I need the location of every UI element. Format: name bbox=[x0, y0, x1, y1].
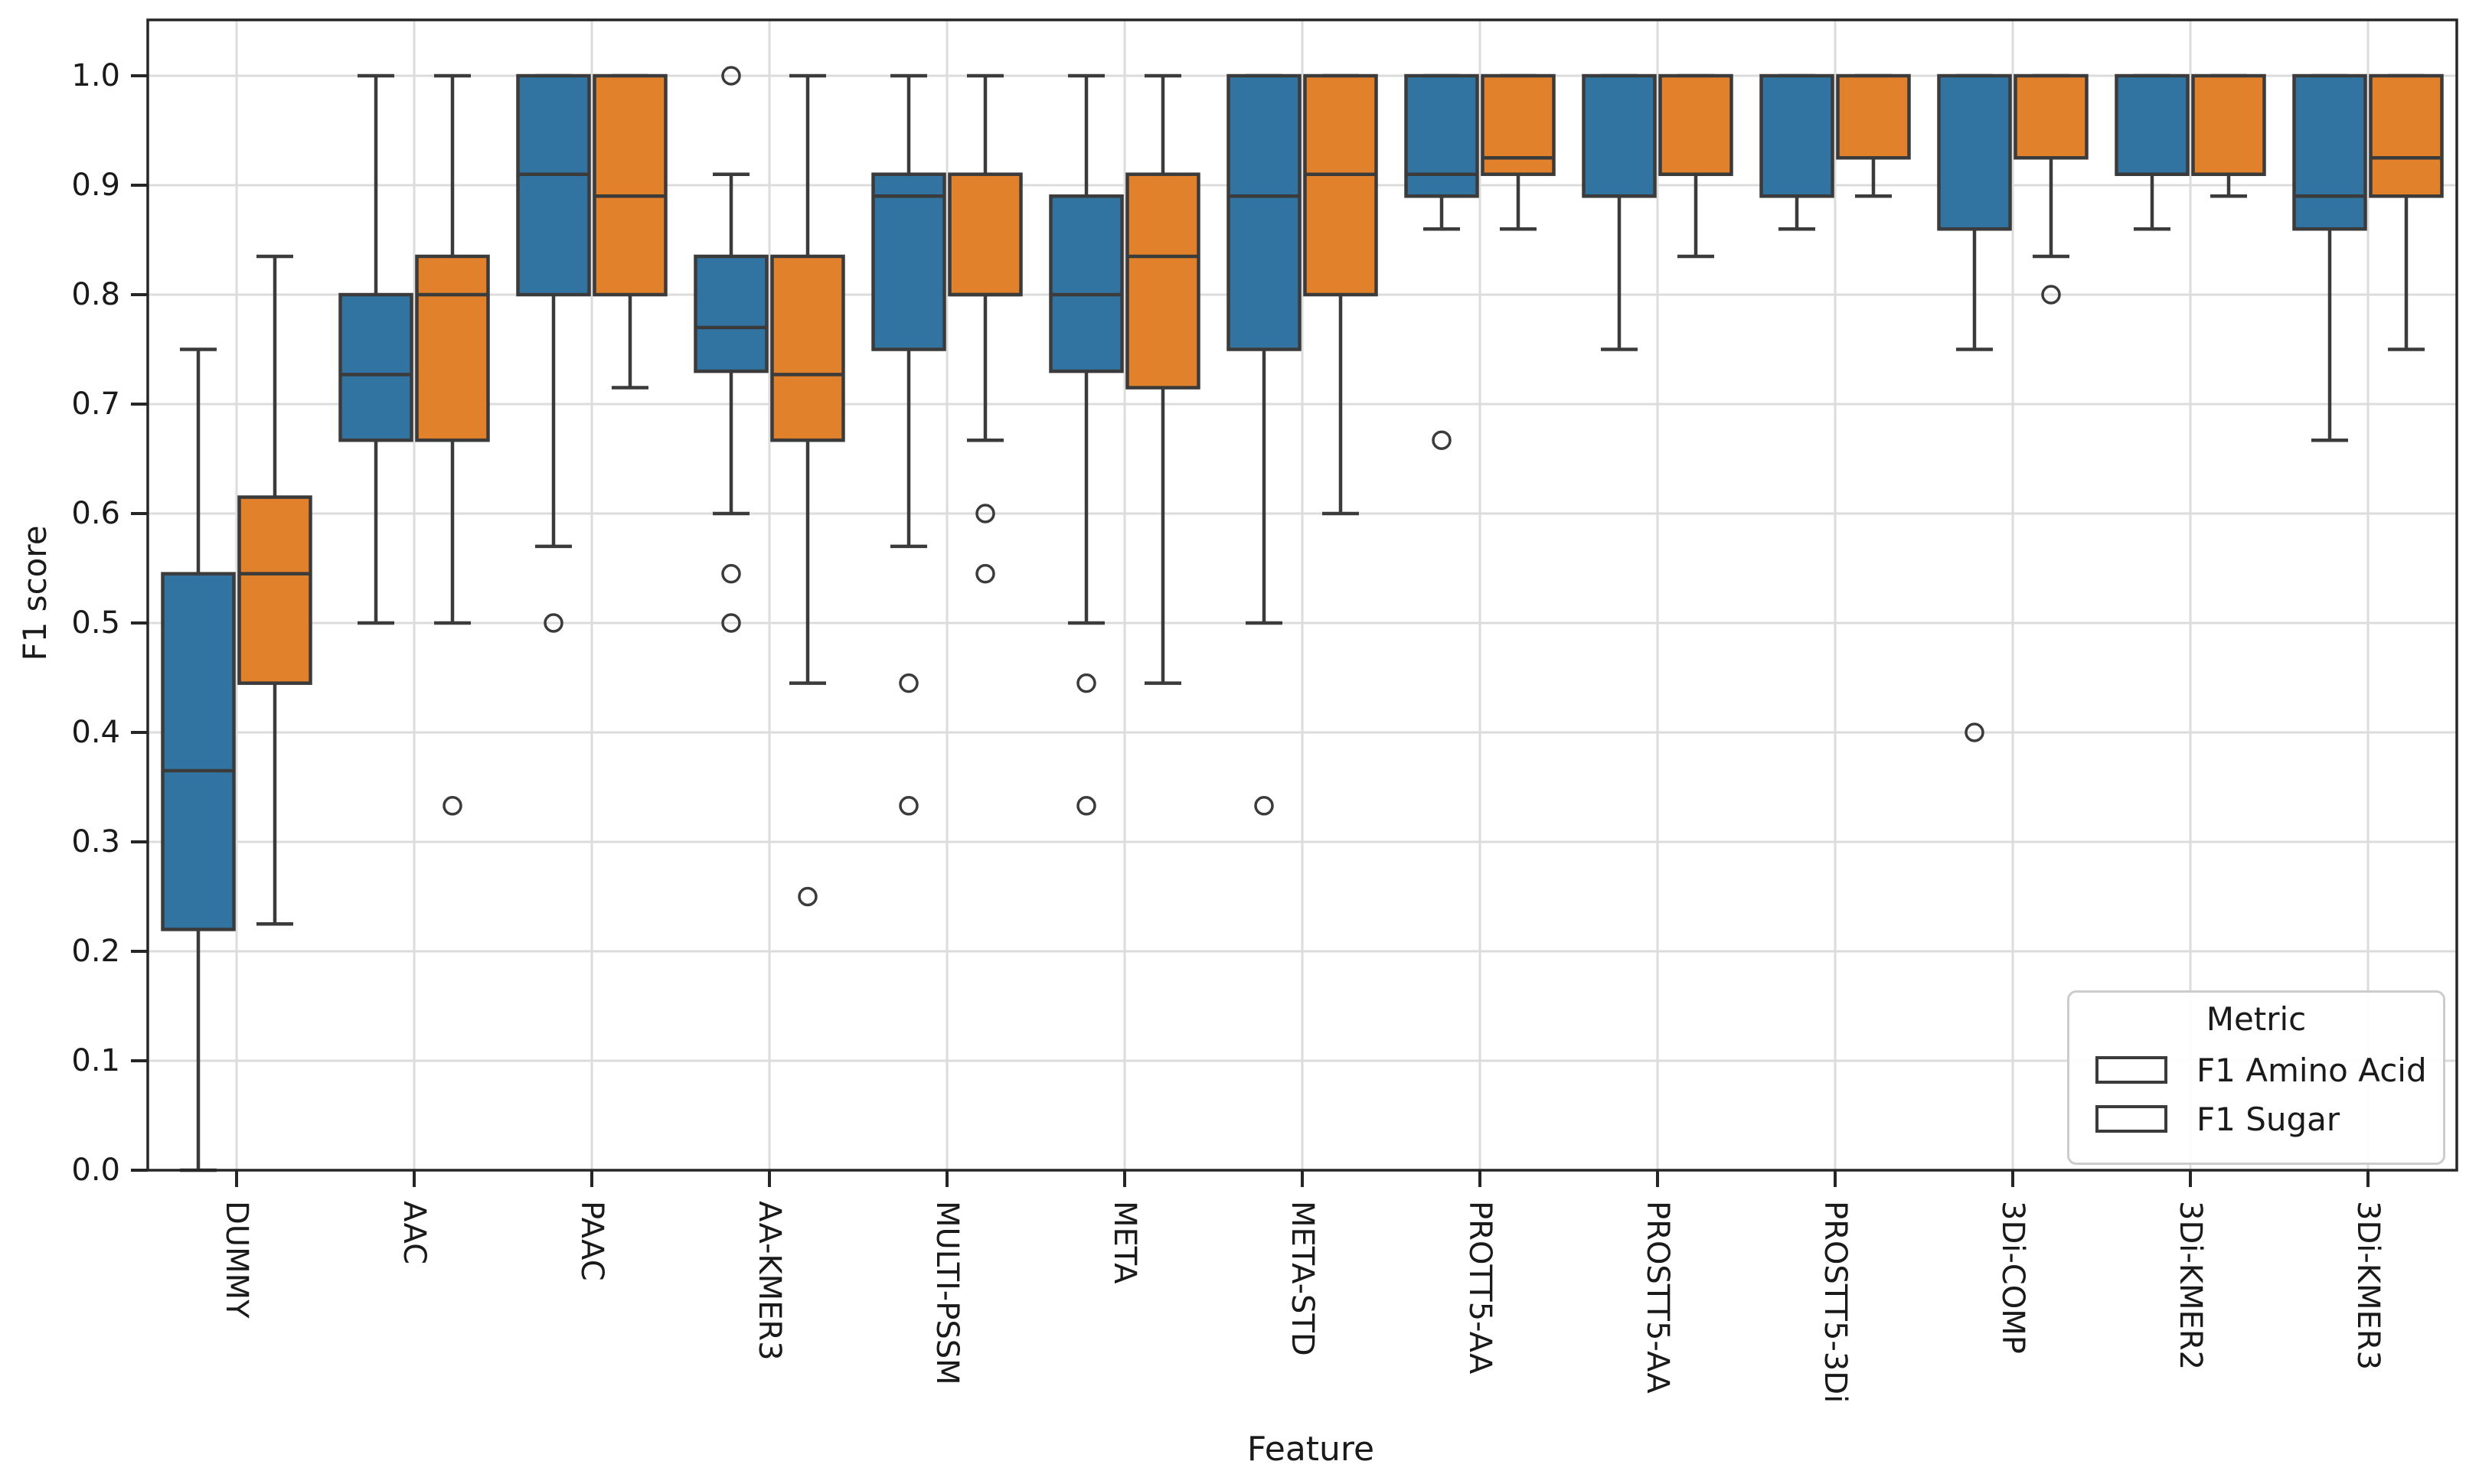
y-tick-label: 0.9 bbox=[71, 168, 120, 203]
box-f1-amino-acid-meta-std bbox=[1226, 73, 1302, 351]
x-tick-label-meta: META bbox=[1107, 1201, 1142, 1284]
box-f1-amino-acid-paac bbox=[516, 73, 591, 297]
box-f1-amino-acid-3di-comp bbox=[1937, 73, 2012, 231]
box-f1-amino-acid-meta bbox=[1049, 194, 1124, 373]
box-f1-amino-acid-aa-kmer3 bbox=[694, 254, 769, 373]
legend-label: F1 Amino Acid bbox=[2196, 1051, 2427, 1089]
x-tick-label-aa-kmer3: AA-KMER3 bbox=[752, 1201, 787, 1361]
legend-swatch-blue-icon bbox=[2095, 1056, 2167, 1084]
y-tick-label: 0.5 bbox=[71, 605, 120, 641]
box-f1-amino-acid-dummy bbox=[161, 572, 236, 931]
x-tick-label-prostt5-3di: PROSTT5-3Di bbox=[1818, 1201, 1853, 1403]
y-tick-label: 0.3 bbox=[71, 824, 120, 859]
x-tick-label-prott5-aa: PROTT5-AA bbox=[1462, 1201, 1498, 1375]
x-tick-label-3di-comp: 3Di-COMP bbox=[1995, 1201, 2030, 1354]
box-f1-sugar-prostt5-aa bbox=[1658, 73, 1733, 176]
outlier-f1-amino-acid-meta bbox=[1076, 673, 1096, 693]
box-f1-sugar-meta bbox=[1125, 172, 1200, 390]
outlier-f1-amino-acid-meta-std bbox=[1254, 796, 1274, 816]
y-tick-label: 0.0 bbox=[71, 1153, 120, 1188]
box-f1-amino-acid-prostt5-aa bbox=[1582, 73, 1657, 198]
y-axis-title: F1 score bbox=[16, 525, 54, 661]
box-f1-sugar-prostt5-3di bbox=[1836, 73, 1911, 160]
x-tick-label-prostt5-aa: PROSTT5-AA bbox=[1640, 1201, 1675, 1394]
box-f1-sugar-3di-comp bbox=[2014, 73, 2089, 160]
legend-swatch-orange-icon bbox=[2095, 1105, 2167, 1133]
outlier-f1-sugar-3di-comp bbox=[2041, 285, 2061, 305]
legend-label: F1 Sugar bbox=[2196, 1100, 2340, 1138]
x-tick-label-dummy: DUMMY bbox=[219, 1201, 254, 1319]
box-f1-sugar-meta-std bbox=[1303, 73, 1378, 297]
legend-entry-sugar: F1 Sugar bbox=[2069, 1094, 2443, 1143]
box-f1-sugar-dummy bbox=[237, 495, 312, 685]
y-tick-label: 0.6 bbox=[71, 496, 120, 531]
box-f1-sugar-aac bbox=[415, 254, 490, 442]
legend-entry-amino-acid: F1 Amino Acid bbox=[2069, 1045, 2443, 1094]
outlier-f1-amino-acid-multi-pssm bbox=[899, 796, 919, 816]
y-tick-label: 1.0 bbox=[71, 58, 120, 93]
outlier-f1-amino-acid-3di-comp bbox=[1965, 722, 1984, 742]
outlier-f1-sugar-multi-pssm bbox=[975, 504, 995, 523]
outlier-f1-sugar-aac bbox=[443, 796, 462, 816]
legend-title: Metric bbox=[2206, 1000, 2307, 1038]
x-tick-label-3di-kmer2: 3Di-KMER2 bbox=[2173, 1201, 2208, 1370]
box-f1-amino-acid-multi-pssm bbox=[871, 172, 946, 351]
y-tick-label: 0.7 bbox=[71, 386, 120, 422]
y-tick-label: 0.4 bbox=[71, 715, 120, 750]
box-f1-amino-acid-aac bbox=[338, 292, 413, 442]
box-f1-sugar-3di-kmer2 bbox=[2191, 73, 2266, 176]
x-tick-label-paac: PAAC bbox=[574, 1201, 609, 1281]
outlier-f1-amino-acid-meta bbox=[1076, 796, 1096, 816]
outlier-f1-sugar-multi-pssm bbox=[975, 563, 995, 584]
outlier-f1-sugar-aa-kmer3 bbox=[798, 886, 818, 907]
outlier-f1-amino-acid-prott5-aa bbox=[1432, 430, 1452, 450]
x-tick-label-multi-pssm: MULTI-PSSM bbox=[929, 1201, 965, 1385]
box-f1-amino-acid-3di-kmer2 bbox=[2115, 73, 2190, 176]
y-tick-label: 0.1 bbox=[71, 1043, 120, 1078]
y-tick-label: 0.2 bbox=[71, 934, 120, 969]
x-axis-title: Feature bbox=[1246, 1430, 1375, 1469]
box-f1-amino-acid-3di-kmer3 bbox=[2292, 73, 2367, 231]
x-tick-label-aac: AAC bbox=[397, 1201, 432, 1264]
box-f1-sugar-3di-kmer3 bbox=[2369, 73, 2444, 198]
box-f1-sugar-multi-pssm bbox=[948, 172, 1023, 297]
box-f1-amino-acid-prott5-aa bbox=[1404, 73, 1479, 198]
legend: Metric F1 Amino Acid F1 Sugar bbox=[2067, 990, 2445, 1165]
outlier-f1-amino-acid-aa-kmer3 bbox=[721, 66, 741, 86]
outlier-f1-amino-acid-paac bbox=[544, 613, 563, 633]
outlier-f1-amino-acid-aa-kmer3 bbox=[721, 613, 741, 633]
x-tick-label-3di-kmer3: 3Di-KMER3 bbox=[2350, 1201, 2386, 1370]
box-f1-sugar-aa-kmer3 bbox=[770, 254, 845, 442]
box-f1-amino-acid-prostt5-3di bbox=[1759, 73, 1834, 198]
y-tick-label: 0.8 bbox=[71, 277, 120, 312]
outlier-f1-amino-acid-aa-kmer3 bbox=[721, 563, 741, 584]
box-f1-sugar-paac bbox=[593, 73, 668, 297]
x-tick-label-meta-std: META-STD bbox=[1285, 1201, 1320, 1356]
outlier-f1-amino-acid-multi-pssm bbox=[899, 673, 919, 693]
